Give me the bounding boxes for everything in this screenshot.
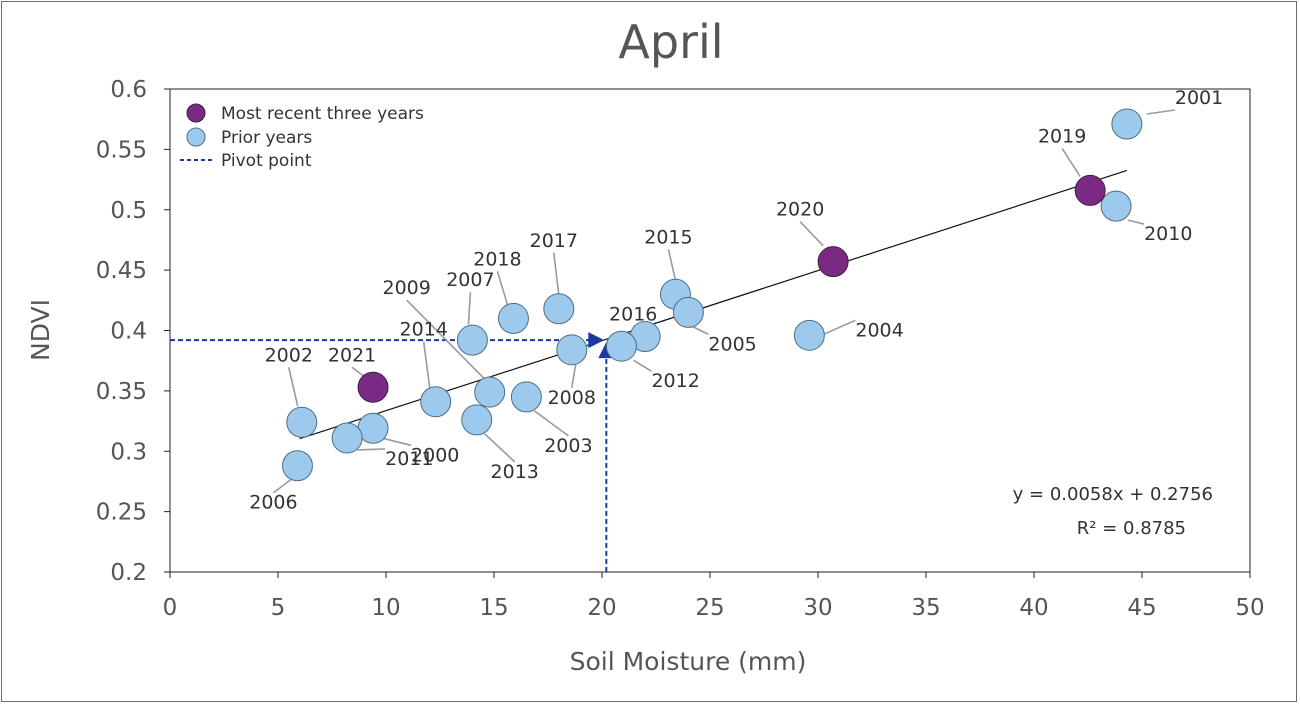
y-axis-title: NDVI (26, 299, 55, 361)
point-label-2015: 2015 (644, 226, 692, 248)
leader-line-2005 (692, 325, 709, 336)
legend: Most recent three years Prior years Pivo… (180, 103, 424, 171)
trend-equation: y = 0.0058x + 0.2756 (1013, 484, 1213, 505)
x-tick-label: 35 (911, 595, 940, 621)
point-2006 (281, 450, 313, 482)
x-tick-label: 10 (371, 595, 400, 621)
point-label-2008: 2008 (548, 387, 596, 409)
point-2010 (1100, 190, 1132, 222)
x-tick-label: 45 (1127, 595, 1156, 621)
legend-prior-marker (186, 127, 206, 147)
leader-line-2000 (382, 437, 412, 447)
point-2004 (793, 319, 825, 351)
point-label-2009: 2009 (383, 277, 431, 299)
y-tick-label: 0.2 (110, 560, 147, 586)
x-tick-label: 20 (587, 595, 616, 621)
leader-line-2004 (821, 319, 856, 337)
data-labels: 2001 2010 2004 2015 2005 2016 2012 2008 2017 2018… (249, 87, 1223, 514)
pivot-arrow-right (588, 332, 605, 349)
x-axis: 0 5 10 15 20 25 30 35 40 45 50 (163, 572, 1265, 621)
x-tick-label: 25 (695, 595, 724, 621)
point-label-2016: 2016 (609, 304, 657, 326)
point-label-2014: 2014 (400, 319, 448, 341)
r-squared: R² = 0.8785 (1077, 518, 1186, 539)
point-label-2019: 2019 (1038, 125, 1086, 147)
point-2012 (605, 330, 637, 362)
leader-line-2012 (633, 359, 652, 372)
x-tick-label: 30 (803, 595, 832, 621)
y-tick-label: 0.35 (96, 379, 147, 405)
point-label-2018: 2018 (473, 248, 521, 270)
point-2005 (672, 296, 704, 328)
y-tick-label: 0.4 (110, 319, 147, 345)
x-axis-title: Soil Moisture (mm) (570, 647, 807, 676)
point-label-2003: 2003 (544, 435, 592, 457)
chart-title: April (618, 15, 723, 69)
leader-line-2007 (467, 292, 472, 325)
y-tick-label: 0.3 (110, 439, 147, 465)
point-2009 (474, 376, 506, 408)
leader-line-2020 (799, 221, 824, 247)
x-tick-label: 0 (163, 595, 178, 621)
point-2011 (331, 422, 363, 454)
point-2019 (1074, 174, 1106, 206)
x-tick-label: 5 (271, 595, 286, 621)
leader-line-2017 (553, 252, 560, 295)
point-2008 (556, 334, 588, 366)
data-points (281, 108, 1143, 482)
x-tick-label: 15 (479, 595, 508, 621)
y-tick-label: 0.6 (110, 77, 147, 103)
point-label-2020: 2020 (776, 199, 824, 221)
point-2014 (420, 386, 452, 418)
point-2020 (817, 246, 849, 278)
point-2003 (510, 381, 542, 413)
point-label-2010: 2010 (1144, 223, 1192, 245)
legend-recent-marker (186, 103, 206, 123)
point-label-2017: 2017 (530, 230, 578, 252)
leader-line-2003 (533, 410, 569, 437)
leader-line-2008 (570, 363, 577, 388)
point-label-2013: 2013 (491, 461, 539, 483)
point-label-2004: 2004 (855, 319, 903, 341)
point-label-2012: 2012 (651, 370, 699, 392)
leader-line-2009 (406, 299, 485, 379)
point-label-2007: 2007 (446, 269, 494, 291)
legend-prior-label: Prior years (221, 128, 312, 148)
y-tick-label: 0.45 (96, 258, 147, 284)
leader-line-2010 (1127, 219, 1145, 225)
point-2001 (1111, 108, 1143, 140)
y-tick-label: 0.55 (96, 137, 147, 163)
point-2017 (543, 293, 575, 325)
point-label-2011: 2011 (385, 448, 433, 470)
point-2018 (497, 302, 529, 334)
point-label-2001: 2001 (1175, 87, 1223, 109)
point-label-2021: 2021 (328, 344, 376, 366)
point-2007 (456, 324, 488, 356)
point-2002 (286, 406, 318, 438)
y-axis: 0.2 0.25 0.3 0.35 0.4 0.45 0.5 0.55 0.6 (96, 77, 170, 586)
point-2021 (357, 371, 389, 403)
point-label-2000: 2000 (411, 444, 459, 466)
leader-line-2013 (484, 433, 516, 463)
leader-line-2014 (422, 341, 431, 388)
leader-line-2019 (1061, 147, 1081, 177)
leader-line-2001 (1146, 109, 1175, 115)
point-label-2006: 2006 (249, 492, 297, 514)
leader-line-2018 (496, 271, 509, 305)
leader-line-2006 (272, 477, 294, 494)
y-tick-label: 0.25 (96, 500, 147, 526)
leader-line-2015 (667, 249, 677, 281)
leader-line-2011 (357, 448, 386, 451)
y-tick-label: 0.5 (110, 198, 147, 224)
x-tick-label: 40 (1019, 595, 1048, 621)
x-tick-label: 50 (1235, 595, 1264, 621)
legend-pivot-label: Pivot point (221, 151, 312, 171)
point-label-2005: 2005 (708, 333, 756, 355)
point-2013 (461, 404, 493, 436)
leader-line-2002 (287, 367, 299, 407)
legend-recent-label: Most recent three years (221, 104, 424, 124)
point-label-2002: 2002 (265, 344, 313, 366)
